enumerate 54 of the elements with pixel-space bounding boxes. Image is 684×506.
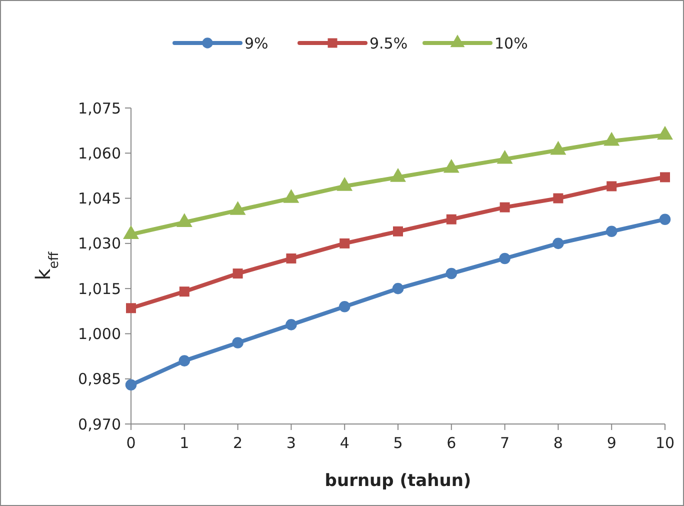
point bbox=[606, 181, 617, 192]
y-tick-label: 0,985 bbox=[78, 370, 121, 388]
x-tick-label: 6 bbox=[446, 434, 456, 452]
y-tick-label: 0,970 bbox=[78, 415, 121, 434]
point bbox=[232, 337, 244, 348]
point bbox=[604, 132, 620, 146]
point bbox=[393, 226, 403, 236]
point bbox=[446, 268, 458, 280]
y-tick-label: 1,075 bbox=[78, 99, 121, 118]
point bbox=[125, 379, 137, 391]
point bbox=[659, 214, 671, 225]
x-tick-label: 5 bbox=[393, 434, 403, 452]
y-tick-label: 1,000 bbox=[78, 324, 121, 343]
y-tick-label: 1,045 bbox=[78, 190, 121, 208]
legend-label: 9% bbox=[244, 34, 268, 52]
point bbox=[176, 213, 192, 227]
point bbox=[552, 238, 564, 250]
x-tick-label: 2 bbox=[233, 434, 243, 452]
point bbox=[392, 282, 404, 294]
point bbox=[232, 268, 243, 279]
x-tick-label: 10 bbox=[655, 434, 675, 452]
point bbox=[443, 158, 460, 173]
point bbox=[283, 189, 300, 203]
point bbox=[338, 301, 350, 312]
x-tick-label: 8 bbox=[553, 434, 563, 452]
x-tick-label: 3 bbox=[286, 434, 296, 452]
point bbox=[657, 126, 673, 140]
point bbox=[550, 140, 566, 155]
point bbox=[553, 193, 564, 204]
point bbox=[179, 286, 190, 297]
x-tick-label: 1 bbox=[180, 434, 190, 452]
point bbox=[286, 319, 297, 330]
point bbox=[390, 168, 406, 182]
point bbox=[336, 177, 353, 191]
point bbox=[446, 214, 456, 224]
point bbox=[126, 303, 136, 314]
point bbox=[286, 253, 296, 264]
point bbox=[178, 355, 190, 366]
y-tick-label: 1,015 bbox=[78, 280, 121, 298]
x-axis-title: burnup (tahun) bbox=[324, 471, 472, 491]
y-tick-label: 1,060 bbox=[78, 144, 121, 162]
x-tick-label: 7 bbox=[500, 434, 510, 452]
y-tick-label: 1,030 bbox=[78, 234, 121, 253]
point bbox=[499, 252, 510, 264]
point bbox=[500, 202, 510, 212]
x-tick-label: 9 bbox=[606, 434, 616, 452]
point bbox=[606, 226, 618, 238]
point bbox=[496, 150, 513, 164]
point bbox=[340, 238, 350, 248]
legend-label: 9.5% bbox=[370, 34, 408, 52]
x-tick-label: 0 bbox=[126, 434, 136, 452]
x-tick-label: 4 bbox=[340, 434, 350, 452]
legend-label: 10% bbox=[494, 34, 528, 52]
point bbox=[230, 201, 246, 215]
